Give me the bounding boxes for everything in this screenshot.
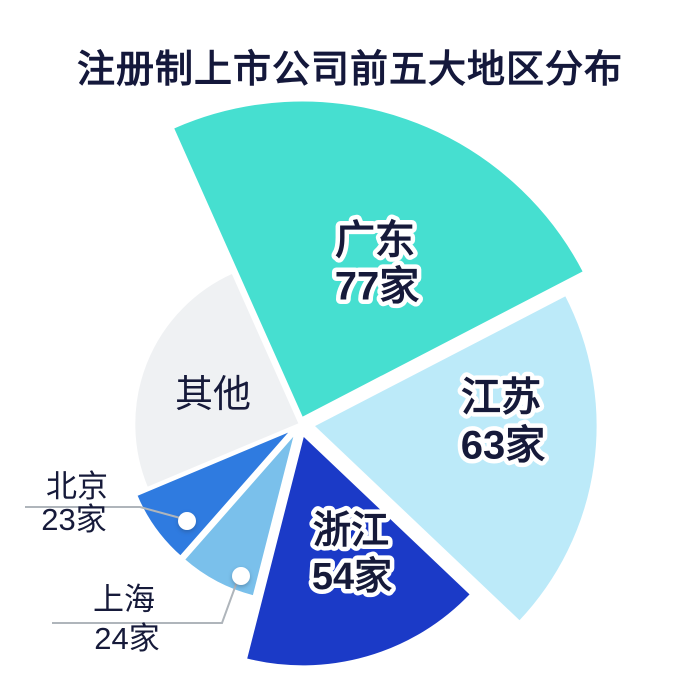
shanghai-anchor-dot <box>232 567 250 585</box>
pie-slice-6 <box>132 270 302 490</box>
pie-slices <box>132 99 600 668</box>
label-shanghai-value: 24家 <box>94 621 159 656</box>
label-zhejiang-name: 浙江 <box>313 510 389 552</box>
pie-slice-3 <box>244 432 474 668</box>
label-jiangsu-value: 63家 <box>461 424 546 468</box>
beijing-anchor-dot <box>178 512 196 530</box>
shanghai-leader-line <box>52 578 239 624</box>
label-zhejiang-value: 54家 <box>312 556 392 598</box>
callouts <box>25 506 250 624</box>
label-guangdong-value: 77家 <box>335 265 420 309</box>
label-guangdong-name: 广东 <box>335 219 415 263</box>
label-others-name: 其他 <box>175 374 251 416</box>
pie-slice-1 <box>170 99 586 421</box>
pie-slice-2 <box>310 293 600 624</box>
pie-slice-5 <box>134 428 294 559</box>
label-beijing-value: 23家 <box>41 502 106 537</box>
label-jiangsu-name: 江苏 <box>461 376 541 420</box>
slice-labels: 广东 77家 江苏 63家 浙江 54家 上海 24家 北京 23家 其他 <box>41 214 549 656</box>
label-beijing-name: 北京 <box>46 469 108 504</box>
pie-slice-4 <box>181 431 298 599</box>
label-shanghai-name: 上海 <box>93 582 155 617</box>
beijing-leader-line <box>25 506 185 520</box>
chart-title: 注册制上市公司前五大地区分布 <box>76 49 623 91</box>
